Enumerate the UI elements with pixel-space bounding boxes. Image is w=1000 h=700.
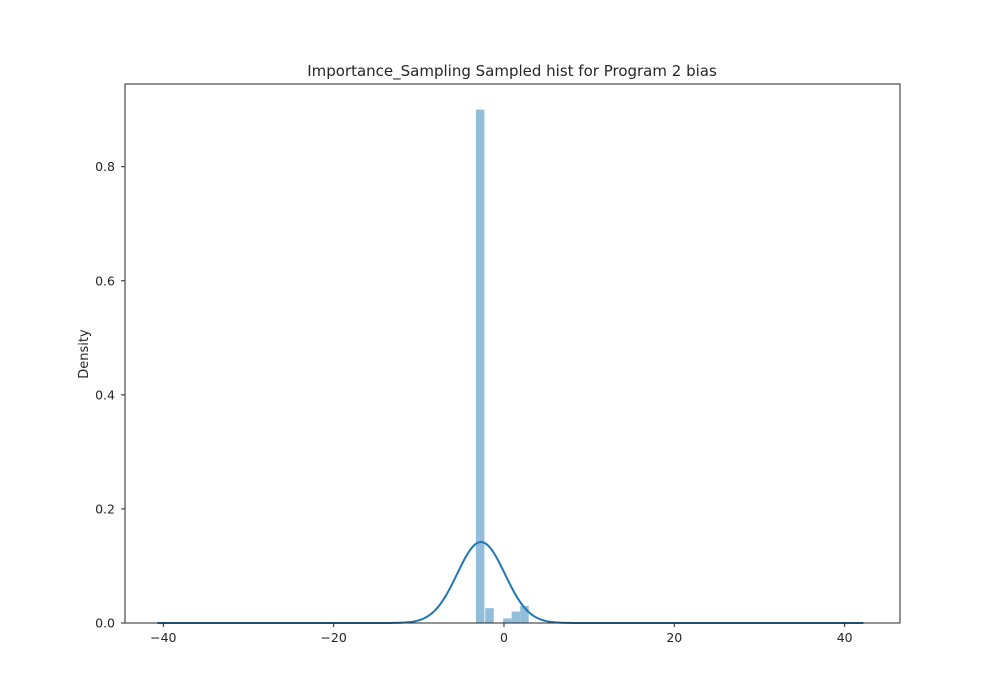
x-tick-label: 0 [500, 630, 508, 645]
x-axis-ticks: −40 −20 0 20 40 [150, 623, 853, 645]
y-tick-label: 0.8 [95, 159, 115, 174]
y-tick-label: 0.2 [95, 501, 115, 516]
histogram-bar [485, 608, 494, 623]
y-tick-label: 0.0 [95, 616, 115, 631]
histogram-bars [475, 109, 529, 623]
x-tick-label: 40 [837, 630, 853, 645]
histogram-bar [511, 611, 521, 623]
plot-frame [124, 83, 901, 624]
chart-title: Importance_Sampling Sampled hist for Pro… [307, 62, 717, 81]
kde-curve-group [157, 541, 864, 624]
x-tick-label: −40 [150, 630, 176, 645]
histogram-bar [520, 605, 529, 623]
histogram-bar [503, 618, 512, 623]
histogram-bar [475, 109, 485, 623]
x-tick-label: −20 [320, 630, 346, 645]
y-tick-label: 0.4 [95, 387, 115, 402]
y-axis-label: Density [77, 329, 92, 379]
y-axis-ticks: 0.0 0.2 0.4 0.6 0.8 [95, 159, 125, 631]
y-tick-label: 0.6 [95, 273, 115, 288]
x-tick-label: 20 [666, 630, 682, 645]
kde-curve [157, 541, 864, 624]
